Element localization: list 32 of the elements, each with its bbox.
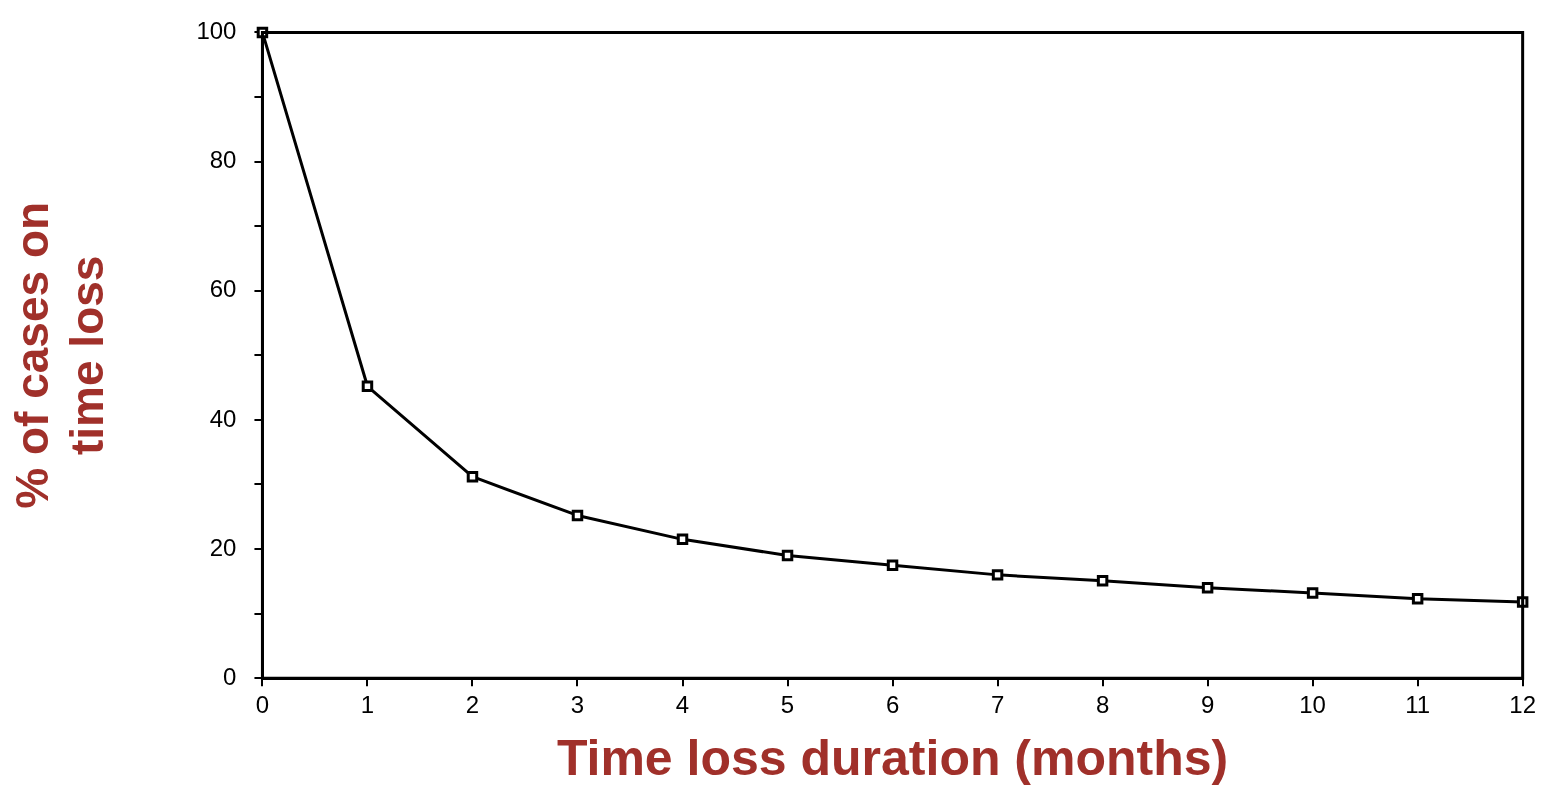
y-tick-label: 60 xyxy=(209,275,237,303)
x-tick-label: 4 xyxy=(675,691,690,719)
x-tick-label: 1 xyxy=(360,691,375,719)
x-tick-label: 10 xyxy=(1299,691,1326,719)
x-tick-label: 7 xyxy=(990,691,1005,719)
point xyxy=(781,549,794,562)
y-tick-label: 40 xyxy=(209,404,237,432)
x-tick-label: 2 xyxy=(465,691,480,719)
y-axis-title: % of cases on time loss xyxy=(6,201,114,509)
x-tick-label: 3 xyxy=(570,691,585,719)
y-tick-label: 20 xyxy=(209,533,237,561)
point xyxy=(1411,593,1424,605)
x-tick-label: 11 xyxy=(1405,691,1431,719)
x-tick-label: 8 xyxy=(1095,691,1110,719)
y-tick-label: 100 xyxy=(196,17,237,45)
y-tick-label: 0 xyxy=(223,662,237,690)
x-tick-label: 6 xyxy=(885,691,900,719)
x-axis-title: Time loss duration (months) xyxy=(556,729,1229,786)
x-tick-label: 12 xyxy=(1509,691,1536,719)
point xyxy=(571,509,584,522)
x-tick-label: 9 xyxy=(1200,691,1215,719)
point xyxy=(1096,574,1109,587)
point xyxy=(1201,582,1214,594)
point xyxy=(676,533,689,546)
point xyxy=(361,380,374,393)
x-tick-label: 0 xyxy=(255,691,270,719)
point xyxy=(466,470,479,483)
point xyxy=(886,559,899,571)
point xyxy=(1306,587,1319,599)
point xyxy=(991,569,1004,581)
y-tick-label: 80 xyxy=(209,146,237,174)
x-tick-label: 5 xyxy=(780,691,795,719)
